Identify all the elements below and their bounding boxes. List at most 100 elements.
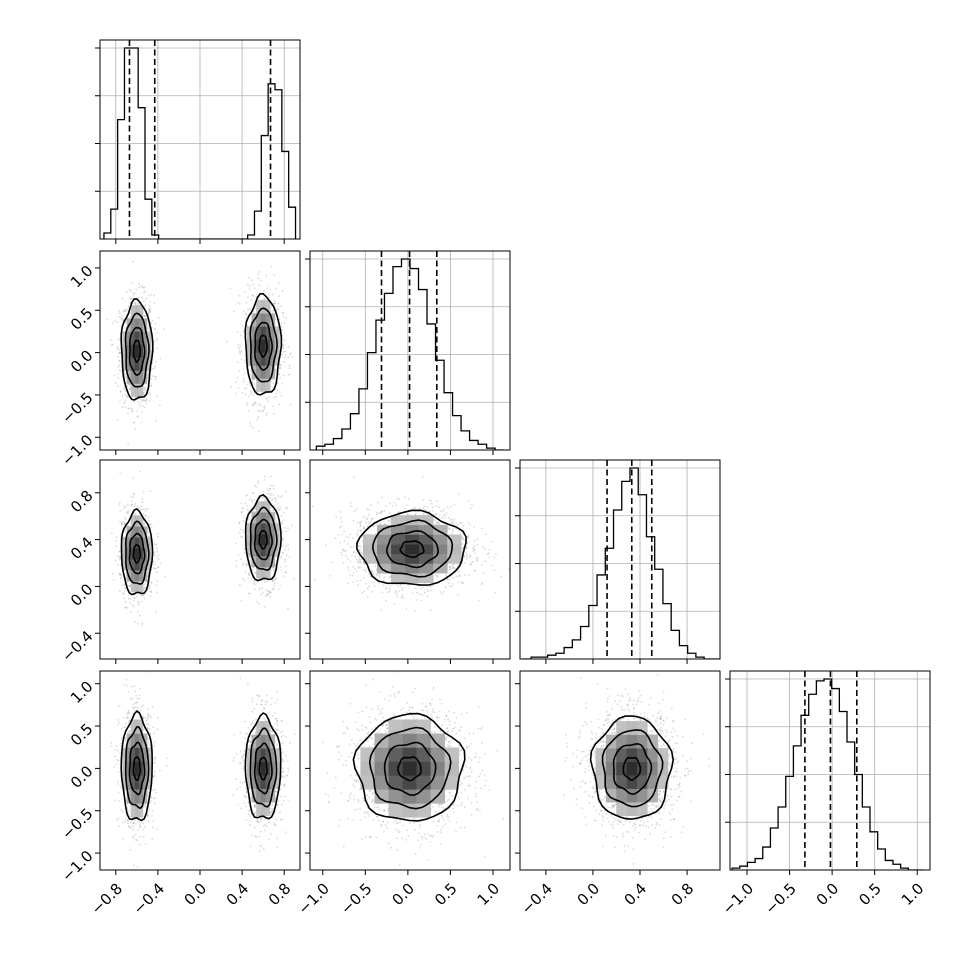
scatter-point bbox=[132, 706, 134, 709]
scatter-point bbox=[142, 287, 145, 289]
scatter-point bbox=[159, 357, 162, 360]
scatter-point bbox=[240, 358, 243, 361]
contour-line bbox=[244, 494, 282, 582]
scatter-point bbox=[245, 494, 248, 497]
scatter-point bbox=[265, 594, 267, 597]
scatter-point bbox=[281, 530, 284, 533]
scatter-point bbox=[250, 307, 253, 310]
scatter-point bbox=[280, 322, 283, 325]
scatter-point bbox=[282, 552, 284, 554]
scatter-point bbox=[246, 296, 249, 299]
scatter-point bbox=[144, 716, 147, 719]
scatter-point bbox=[125, 320, 128, 323]
scatter-point bbox=[242, 563, 244, 566]
scatter-point bbox=[265, 414, 267, 417]
scatter-point bbox=[274, 302, 277, 305]
scatter-point bbox=[132, 493, 135, 496]
scatter-point bbox=[245, 563, 248, 566]
scatter-point bbox=[127, 711, 130, 713]
scatter-point bbox=[117, 338, 120, 341]
scatter-point bbox=[283, 321, 286, 324]
scatter-point bbox=[157, 554, 159, 557]
scatter-point bbox=[119, 351, 122, 354]
scatter-point bbox=[130, 407, 133, 410]
scatter-point bbox=[270, 265, 273, 268]
scatter-point bbox=[134, 818, 136, 821]
scatter-point bbox=[153, 294, 155, 297]
scatter-point bbox=[143, 826, 146, 828]
density-cell bbox=[134, 383, 140, 397]
scatter-point bbox=[245, 387, 248, 389]
scatter-point bbox=[275, 576, 278, 579]
scatter-point bbox=[238, 522, 241, 525]
scatter-point bbox=[129, 301, 132, 304]
scatter-point bbox=[166, 757, 168, 760]
scatter-point bbox=[238, 349, 241, 352]
scatter-point bbox=[249, 592, 252, 595]
scatter-point bbox=[251, 492, 254, 495]
scatter-point bbox=[278, 403, 281, 406]
density-cell bbox=[270, 326, 276, 340]
scatter-point bbox=[118, 315, 121, 318]
scatter-point bbox=[125, 678, 128, 681]
scatter-point bbox=[130, 496, 133, 498]
density-cell bbox=[246, 523, 252, 535]
scatter-point bbox=[245, 404, 248, 407]
scatter-point bbox=[147, 312, 150, 315]
scatter-point bbox=[282, 315, 285, 318]
scatter-point bbox=[124, 516, 127, 519]
scatter-point bbox=[264, 405, 266, 408]
scatter-point bbox=[123, 523, 126, 526]
scatter-point bbox=[262, 410, 264, 412]
scatter-point bbox=[153, 802, 156, 804]
contour-line bbox=[258, 334, 268, 358]
scatter-point bbox=[137, 600, 140, 603]
scatter-point bbox=[116, 320, 119, 323]
scatter-point bbox=[148, 587, 151, 589]
scatter-point bbox=[264, 476, 266, 478]
scatter-point bbox=[151, 815, 153, 817]
scatter-point bbox=[117, 760, 120, 762]
scatter-point bbox=[286, 506, 289, 509]
scatter-point bbox=[125, 394, 128, 397]
scatter-point bbox=[258, 588, 261, 591]
scatter-point bbox=[148, 310, 151, 312]
scatter-point bbox=[149, 732, 152, 735]
scatter-point bbox=[282, 344, 284, 346]
scatter-point bbox=[121, 406, 124, 409]
scatter-point bbox=[272, 302, 275, 305]
scatter-point bbox=[270, 492, 272, 495]
density-cell bbox=[138, 559, 144, 571]
scatter-point bbox=[280, 515, 283, 517]
density-cell bbox=[138, 548, 144, 560]
contour-line bbox=[254, 518, 273, 561]
scatter-point bbox=[123, 597, 125, 600]
scatter-point bbox=[246, 283, 249, 286]
scatter-point bbox=[141, 508, 143, 511]
scatter-point bbox=[139, 470, 141, 473]
scatter-point bbox=[275, 500, 277, 503]
scatter-point bbox=[126, 606, 129, 609]
density-cell bbox=[256, 352, 262, 366]
scatter-point bbox=[285, 490, 287, 493]
scatter-point bbox=[257, 409, 260, 412]
scatter-point bbox=[267, 592, 269, 595]
scatter-point bbox=[127, 690, 130, 693]
scatter-point bbox=[118, 312, 121, 315]
scatter-point bbox=[287, 374, 290, 376]
scatter-point bbox=[274, 369, 277, 371]
scatter-point bbox=[291, 356, 293, 358]
scatter-point bbox=[256, 293, 259, 295]
contour-line bbox=[249, 307, 278, 383]
density-cell bbox=[260, 534, 266, 546]
scatter-point bbox=[242, 330, 245, 333]
scatter-point bbox=[244, 502, 247, 505]
density-cell bbox=[260, 339, 266, 353]
scatter-point bbox=[163, 575, 166, 578]
scatter-point bbox=[248, 308, 251, 311]
scatter-point bbox=[159, 769, 161, 772]
scatter-point bbox=[157, 566, 159, 569]
scatter-point bbox=[275, 518, 277, 520]
scatter-point bbox=[121, 395, 124, 397]
scatter-point bbox=[253, 580, 256, 583]
